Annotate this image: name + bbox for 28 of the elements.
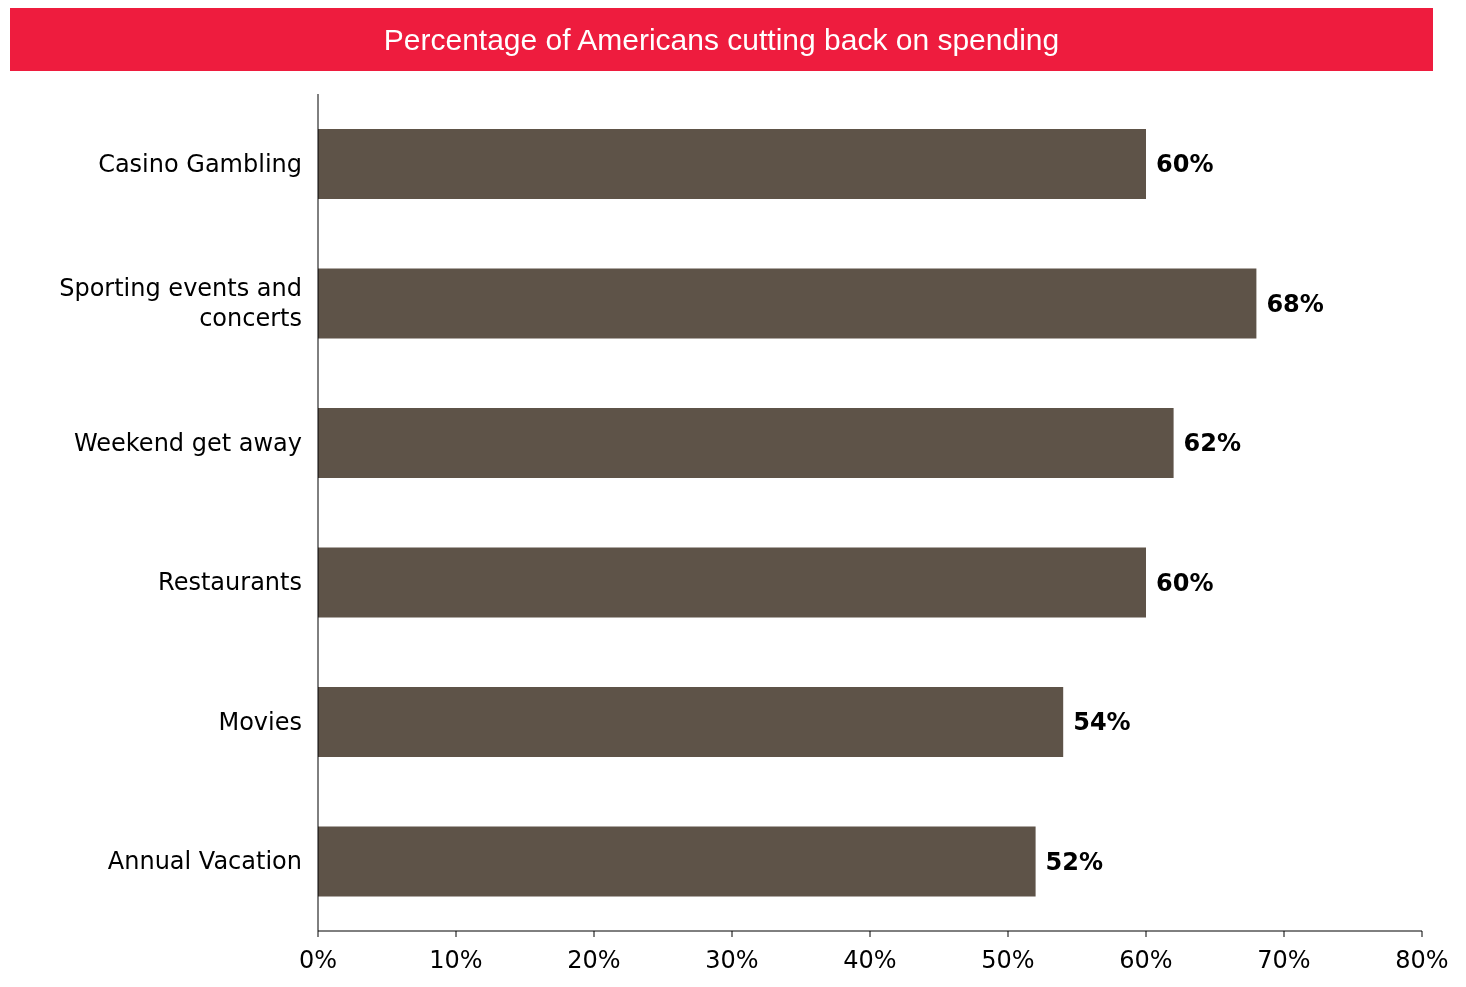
y-tick-label: Movies bbox=[218, 707, 302, 736]
data-label: 62% bbox=[1183, 429, 1242, 458]
x-tick-label: 40% bbox=[843, 946, 897, 975]
bar bbox=[318, 268, 1257, 339]
data-label: 52% bbox=[1045, 847, 1104, 876]
bar bbox=[318, 547, 1146, 618]
data-label: 68% bbox=[1266, 289, 1324, 318]
x-tick-label: 20% bbox=[567, 946, 621, 975]
bar bbox=[318, 407, 1174, 478]
data-label: 60% bbox=[1156, 150, 1214, 179]
y-tick-label: Restaurants bbox=[158, 568, 302, 597]
x-tick-label: 30% bbox=[705, 946, 759, 975]
y-tick-label: Weekend get away bbox=[73, 428, 302, 457]
y-tick-label: Sporting events and concerts bbox=[59, 274, 302, 333]
x-tick-label: 0% bbox=[298, 946, 338, 975]
data-label: 54% bbox=[1073, 708, 1131, 737]
x-tick-label: 10% bbox=[429, 946, 483, 975]
x-tick-label: 70% bbox=[1257, 946, 1311, 975]
data-label: 60% bbox=[1156, 568, 1214, 597]
chart-title: Percentage of Americans cutting back on spending bbox=[10, 8, 1433, 71]
bar bbox=[318, 826, 1036, 897]
bar bbox=[318, 128, 1146, 199]
x-tick-label: 50% bbox=[981, 946, 1035, 975]
y-tick-label: Casino Gambling bbox=[98, 149, 302, 178]
bar bbox=[318, 686, 1064, 757]
x-tick-label: 60% bbox=[1119, 946, 1173, 975]
y-tick-label: Annual Vacation bbox=[107, 847, 302, 876]
x-tick-label: 80% bbox=[1395, 946, 1449, 975]
